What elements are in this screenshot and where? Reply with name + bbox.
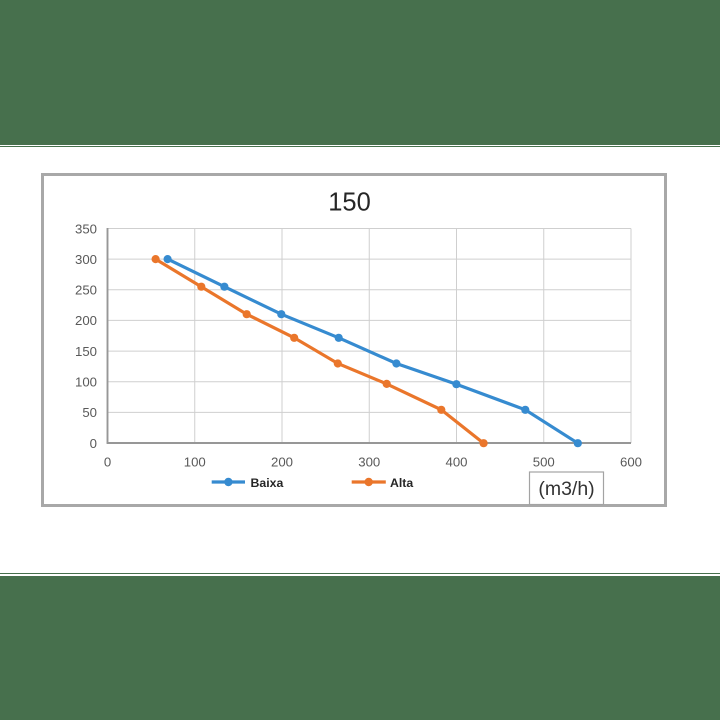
svg-text:300: 300: [75, 252, 97, 267]
svg-text:(m3/h): (m3/h): [538, 478, 594, 500]
svg-text:Baixa: Baixa: [251, 476, 284, 490]
svg-text:200: 200: [271, 455, 293, 470]
svg-text:150: 150: [75, 344, 97, 359]
svg-text:0: 0: [90, 436, 97, 451]
svg-text:250: 250: [75, 283, 97, 298]
svg-text:150: 150: [328, 189, 371, 217]
svg-text:600: 600: [620, 455, 642, 470]
svg-text:500: 500: [533, 455, 555, 470]
svg-text:Alta: Alta: [390, 476, 413, 490]
svg-text:0: 0: [104, 455, 111, 470]
svg-text:50: 50: [82, 405, 97, 420]
svg-text:100: 100: [184, 455, 206, 470]
svg-text:200: 200: [75, 313, 97, 328]
svg-text:400: 400: [445, 455, 467, 470]
svg-text:300: 300: [358, 455, 380, 470]
svg-text:100: 100: [75, 375, 97, 390]
svg-text:350: 350: [75, 221, 97, 236]
